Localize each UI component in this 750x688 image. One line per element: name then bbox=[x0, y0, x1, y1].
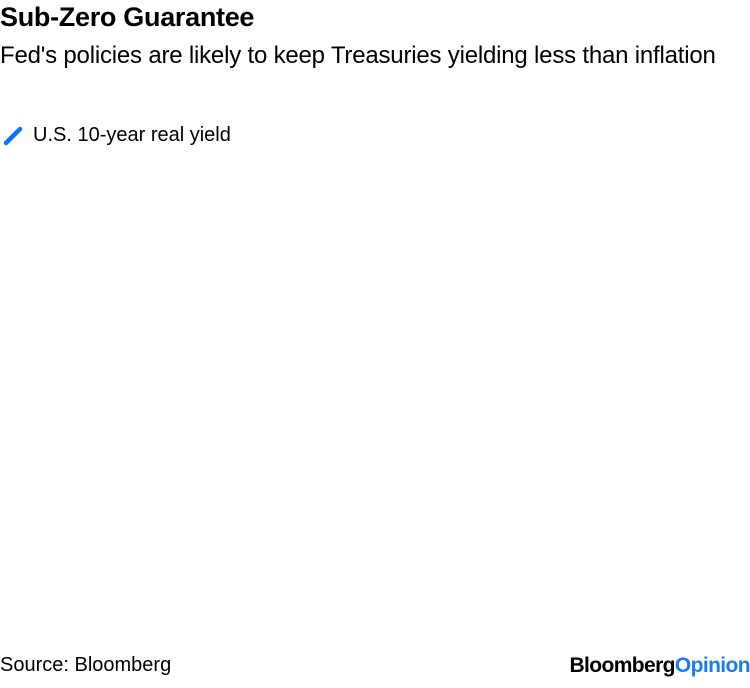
legend: U.S. 10-year real yield bbox=[3, 124, 231, 147]
legend-label: U.S. 10-year real yield bbox=[33, 124, 231, 146]
brand-accent: Opinion bbox=[674, 654, 750, 677]
legend-line-icon bbox=[3, 126, 23, 145]
source-note: Source: Bloomberg bbox=[0, 654, 172, 676]
brand-logo: BloombergOpinion bbox=[569, 654, 750, 678]
chart-subtitle: Fed's policies are likely to keep Treasu… bbox=[0, 42, 716, 69]
chart-title: Sub-Zero Guarantee bbox=[0, 2, 255, 32]
brand-main: Bloomberg bbox=[569, 654, 675, 677]
